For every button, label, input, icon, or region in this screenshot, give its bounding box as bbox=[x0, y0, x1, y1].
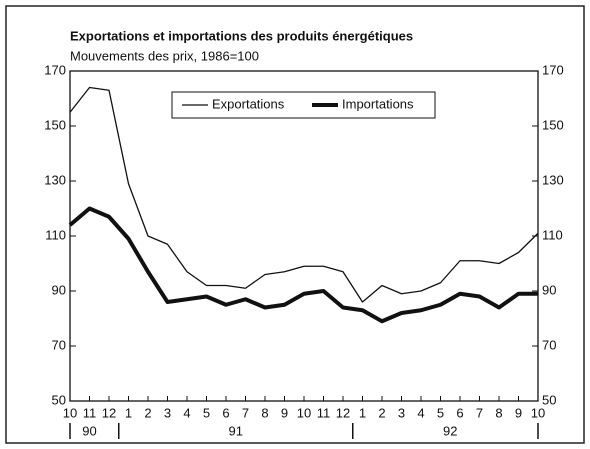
chart-title: Exportations et importations des produit… bbox=[70, 28, 413, 43]
legend bbox=[171, 91, 436, 119]
y2-tick-label: 70 bbox=[542, 337, 556, 352]
x-tick-label: 7 bbox=[242, 405, 249, 420]
x-tick-label: 10 bbox=[531, 405, 545, 420]
x-tick-label: 4 bbox=[183, 405, 190, 420]
y-tick-label: 110 bbox=[45, 227, 66, 242]
series-line bbox=[69, 86, 539, 303]
x-tick-label: 10 bbox=[63, 405, 77, 420]
legend-label: Exportations bbox=[212, 96, 285, 111]
y2-tick-label: 170 bbox=[542, 62, 564, 77]
x-tick-label: 8 bbox=[495, 405, 502, 420]
y2-tick-label: 110 bbox=[542, 227, 563, 242]
x-tick-label: 12 bbox=[102, 405, 116, 420]
x-tick-label: 9 bbox=[515, 405, 522, 420]
x-tick-label: 6 bbox=[456, 405, 463, 420]
x-tick-label: 3 bbox=[164, 405, 171, 420]
x-tick-label: 2 bbox=[378, 405, 385, 420]
series-line bbox=[68, 206, 538, 324]
year-label: 92 bbox=[443, 423, 457, 438]
y2-tick-label: 90 bbox=[542, 282, 556, 297]
x-tick-label: 4 bbox=[417, 405, 424, 420]
frame bbox=[5, 5, 585, 444]
y2-tick-label: 50 bbox=[542, 392, 556, 407]
legend-label: Importations bbox=[342, 96, 414, 111]
plot-area bbox=[69, 70, 539, 402]
x-tick-label: 8 bbox=[261, 405, 268, 420]
x-tick-label: 5 bbox=[437, 405, 444, 420]
x-tick-label: 1 bbox=[359, 405, 366, 420]
y-tick-label: 130 bbox=[44, 172, 66, 187]
x-tick-label: 2 bbox=[144, 405, 151, 420]
x-tick-label: 9 bbox=[281, 405, 288, 420]
year-label: 91 bbox=[229, 423, 243, 438]
year-label: 90 bbox=[82, 423, 96, 438]
y-tick-label: 150 bbox=[44, 117, 66, 132]
chart-subtitle: Mouvements des prix, 1986=100 bbox=[70, 48, 259, 63]
x-tick-label: 11 bbox=[83, 405, 97, 420]
y2-tick-label: 150 bbox=[542, 117, 564, 132]
y2-tick-label: 130 bbox=[542, 172, 564, 187]
x-tick-label: 12 bbox=[336, 405, 350, 420]
y-tick-label: 170 bbox=[44, 62, 66, 77]
y-tick-label: 50 bbox=[52, 392, 66, 407]
y-tick-label: 90 bbox=[52, 282, 66, 297]
x-tick-label: 1 bbox=[125, 405, 132, 420]
y-tick-label: 70 bbox=[52, 337, 66, 352]
x-tick-label: 6 bbox=[222, 405, 229, 420]
x-tick-label: 10 bbox=[297, 405, 311, 420]
x-tick-label: 11 bbox=[317, 405, 331, 420]
x-tick-label: 7 bbox=[476, 405, 483, 420]
x-tick-label: 3 bbox=[398, 405, 405, 420]
x-tick-label: 5 bbox=[203, 405, 210, 420]
